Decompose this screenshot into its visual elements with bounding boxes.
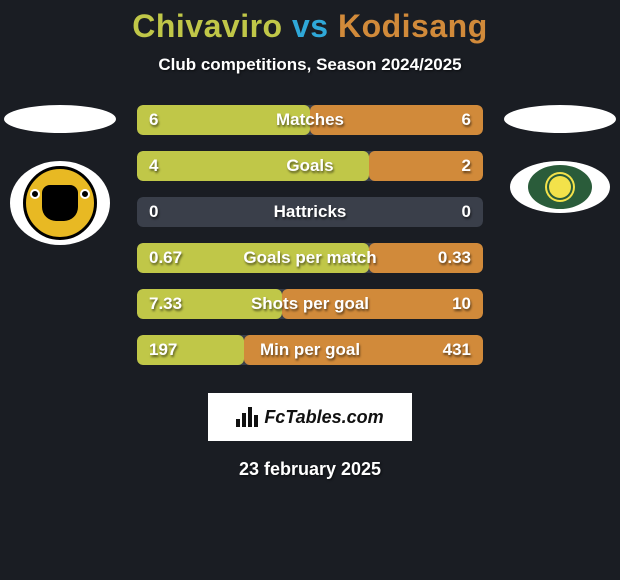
infographic-root: Chivaviro vs Kodisang Club competitions,… [0, 0, 620, 480]
player1-name: Chivaviro [132, 8, 282, 44]
stat-value-right: 6 [462, 110, 471, 130]
date-text: 23 february 2025 [0, 459, 620, 480]
subtitle: Club competitions, Season 2024/2025 [0, 55, 620, 75]
vs-label: vs [292, 8, 329, 44]
stat-label: Min per goal [260, 340, 360, 360]
stat-row: 7.33 10 Shots per goal [137, 289, 483, 319]
stat-value-left: 197 [149, 340, 177, 360]
stat-value-right: 10 [452, 294, 471, 314]
stat-label: Goals [286, 156, 333, 176]
stat-value-right: 2 [462, 156, 471, 176]
stat-value-left: 0 [149, 202, 158, 222]
player2-column [500, 105, 620, 213]
stat-label: Goals per match [243, 248, 376, 268]
brand-logo: FcTables.com [208, 393, 412, 441]
player2-name: Kodisang [338, 8, 488, 44]
stat-label: Shots per goal [251, 294, 369, 314]
brand-bars-icon [236, 407, 258, 427]
stat-value-right: 0 [462, 202, 471, 222]
stat-label: Matches [276, 110, 344, 130]
stat-row: 197 431 Min per goal [137, 335, 483, 365]
stat-row: 6 6 Matches [137, 105, 483, 135]
stats-table: 6 6 Matches 4 2 Goals 0 0 Hattricks 0.67 0.33 Goals… [137, 105, 483, 365]
stat-value-right: 0.33 [438, 248, 471, 268]
stat-row: 0.67 0.33 Goals per match [137, 243, 483, 273]
player1-avatar-placeholder [4, 105, 116, 133]
player2-avatar-placeholder [504, 105, 616, 133]
club-badge-right [510, 161, 610, 213]
stat-row: 4 2 Goals [137, 151, 483, 181]
stat-value-left: 6 [149, 110, 158, 130]
stat-label: Hattricks [274, 202, 347, 222]
stat-value-left: 0.67 [149, 248, 182, 268]
player1-column [0, 105, 120, 245]
main-area: 6 6 Matches 4 2 Goals 0 0 Hattricks 0.67 0.33 Goals… [0, 105, 620, 365]
page-title: Chivaviro vs Kodisang [0, 8, 620, 45]
stat-value-right: 431 [443, 340, 471, 360]
stat-value-left: 7.33 [149, 294, 182, 314]
stat-value-left: 4 [149, 156, 158, 176]
club-badge-left [10, 161, 110, 245]
brand-text: FcTables.com [264, 407, 383, 428]
stat-row: 0 0 Hattricks [137, 197, 483, 227]
stat-fill-left [137, 151, 369, 181]
